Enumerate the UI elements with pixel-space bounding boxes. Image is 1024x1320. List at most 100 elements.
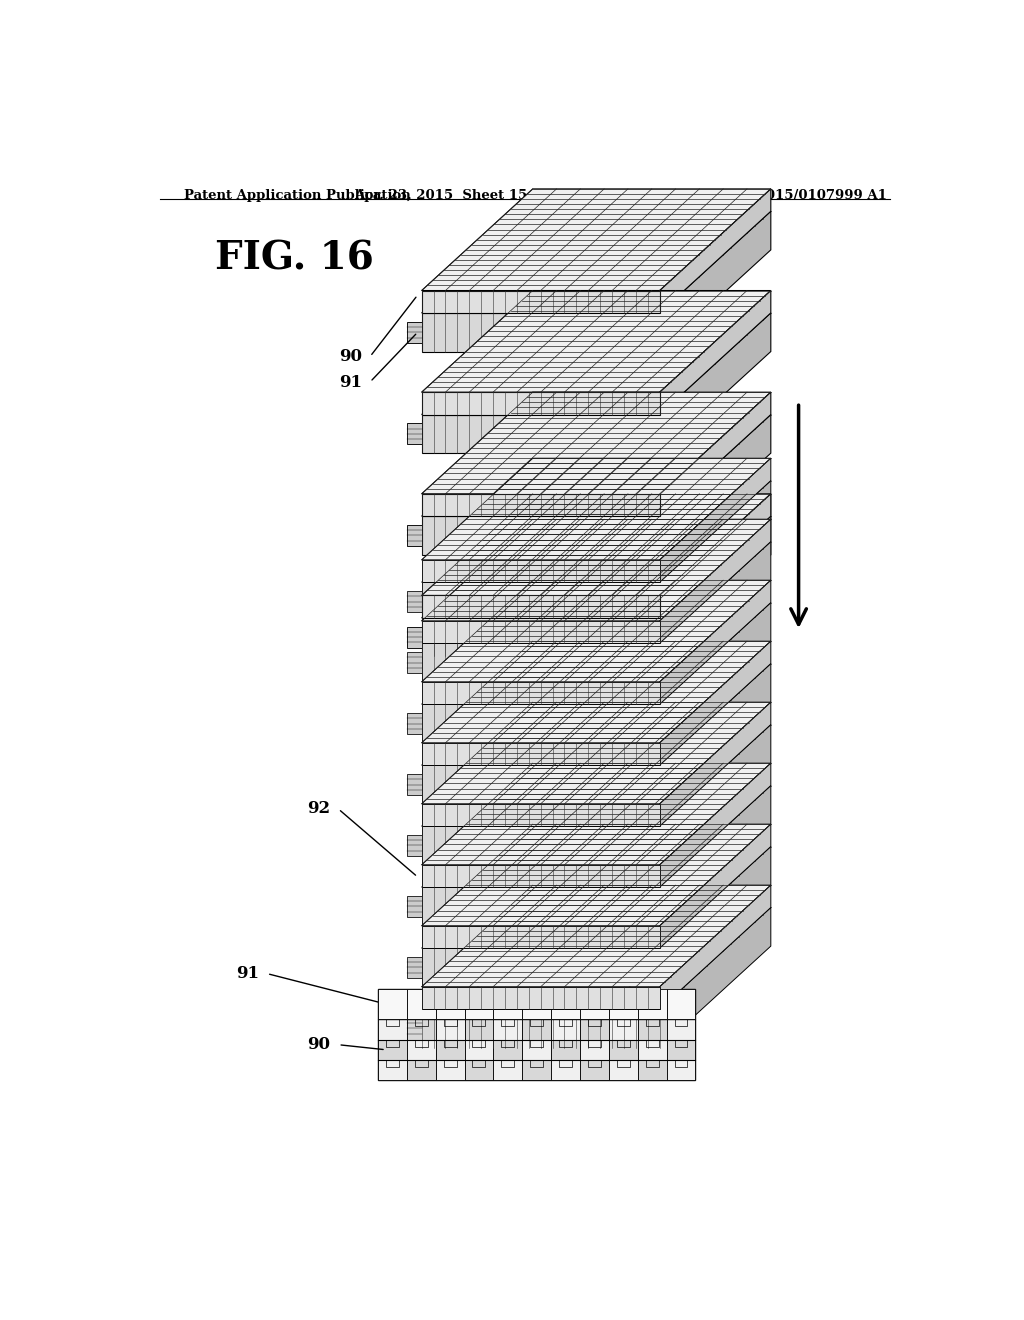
- Bar: [638, 1019, 667, 1040]
- Bar: [435, 1060, 465, 1080]
- Polygon shape: [422, 886, 771, 987]
- Polygon shape: [408, 957, 422, 978]
- Bar: [378, 1060, 407, 1080]
- Polygon shape: [422, 887, 659, 925]
- Polygon shape: [408, 1018, 422, 1039]
- Polygon shape: [422, 494, 771, 595]
- Polygon shape: [659, 581, 771, 704]
- Polygon shape: [659, 785, 771, 925]
- Polygon shape: [408, 591, 422, 612]
- Polygon shape: [422, 595, 659, 618]
- Polygon shape: [422, 618, 659, 656]
- Bar: [378, 1040, 407, 1060]
- Polygon shape: [422, 189, 771, 290]
- Bar: [551, 1060, 580, 1080]
- Bar: [609, 989, 638, 1019]
- Polygon shape: [659, 597, 674, 648]
- Polygon shape: [408, 424, 422, 445]
- Bar: [638, 989, 667, 1019]
- Polygon shape: [422, 516, 659, 554]
- Bar: [378, 989, 695, 1019]
- Polygon shape: [422, 785, 771, 887]
- Polygon shape: [659, 519, 771, 643]
- Polygon shape: [408, 627, 422, 648]
- Polygon shape: [422, 480, 771, 582]
- Text: 90: 90: [339, 348, 362, 366]
- Text: 94: 94: [469, 958, 493, 975]
- Text: 92: 92: [307, 800, 331, 817]
- Polygon shape: [659, 886, 771, 1008]
- Bar: [667, 1019, 695, 1040]
- Polygon shape: [659, 313, 771, 453]
- Polygon shape: [422, 642, 771, 743]
- Bar: [378, 1019, 695, 1080]
- Polygon shape: [659, 414, 771, 554]
- Text: 93: 93: [624, 958, 647, 975]
- Bar: [494, 1019, 522, 1040]
- Polygon shape: [422, 725, 771, 826]
- Polygon shape: [408, 713, 422, 734]
- Polygon shape: [659, 393, 674, 445]
- Polygon shape: [422, 766, 659, 804]
- Bar: [580, 1019, 609, 1040]
- Polygon shape: [659, 495, 674, 546]
- Polygon shape: [422, 948, 659, 987]
- Polygon shape: [659, 290, 771, 414]
- Polygon shape: [659, 541, 771, 682]
- Polygon shape: [422, 290, 659, 313]
- Bar: [551, 1040, 580, 1060]
- Bar: [522, 989, 551, 1019]
- Bar: [580, 1060, 609, 1080]
- Bar: [494, 989, 522, 1019]
- Bar: [378, 989, 407, 1019]
- Polygon shape: [659, 866, 674, 917]
- Polygon shape: [422, 865, 659, 887]
- Polygon shape: [659, 804, 674, 857]
- Polygon shape: [659, 682, 674, 734]
- Polygon shape: [659, 642, 771, 766]
- Bar: [551, 1019, 580, 1040]
- Polygon shape: [422, 702, 771, 804]
- Polygon shape: [659, 846, 771, 987]
- Polygon shape: [422, 290, 771, 392]
- Polygon shape: [659, 480, 771, 620]
- Polygon shape: [408, 896, 422, 917]
- Text: 91: 91: [236, 965, 259, 982]
- Polygon shape: [659, 907, 771, 1048]
- Polygon shape: [422, 846, 771, 948]
- Bar: [407, 1040, 435, 1060]
- Bar: [435, 1019, 465, 1040]
- Polygon shape: [422, 458, 771, 560]
- Bar: [580, 1040, 609, 1060]
- Polygon shape: [422, 560, 659, 582]
- Polygon shape: [422, 582, 659, 620]
- Polygon shape: [659, 189, 771, 313]
- Polygon shape: [659, 494, 771, 618]
- Bar: [465, 1040, 494, 1060]
- Bar: [435, 1040, 465, 1060]
- Bar: [522, 1019, 551, 1040]
- Polygon shape: [659, 622, 674, 673]
- Polygon shape: [422, 602, 771, 704]
- Polygon shape: [422, 519, 771, 620]
- Polygon shape: [422, 826, 659, 865]
- Bar: [580, 989, 609, 1019]
- Text: 90: 90: [307, 1036, 331, 1053]
- Polygon shape: [659, 211, 771, 351]
- Text: FIG. 16: FIG. 16: [215, 240, 374, 277]
- Text: 91: 91: [339, 374, 362, 391]
- Bar: [551, 989, 580, 1019]
- Bar: [465, 1019, 494, 1040]
- Polygon shape: [408, 834, 422, 857]
- Polygon shape: [422, 824, 771, 925]
- Polygon shape: [408, 322, 422, 343]
- Polygon shape: [422, 907, 771, 1008]
- Bar: [638, 1040, 667, 1060]
- Bar: [407, 989, 435, 1019]
- Polygon shape: [422, 643, 659, 682]
- Bar: [465, 1060, 494, 1080]
- Bar: [609, 1060, 638, 1080]
- Bar: [465, 989, 494, 1019]
- Polygon shape: [408, 652, 422, 673]
- Polygon shape: [422, 620, 659, 643]
